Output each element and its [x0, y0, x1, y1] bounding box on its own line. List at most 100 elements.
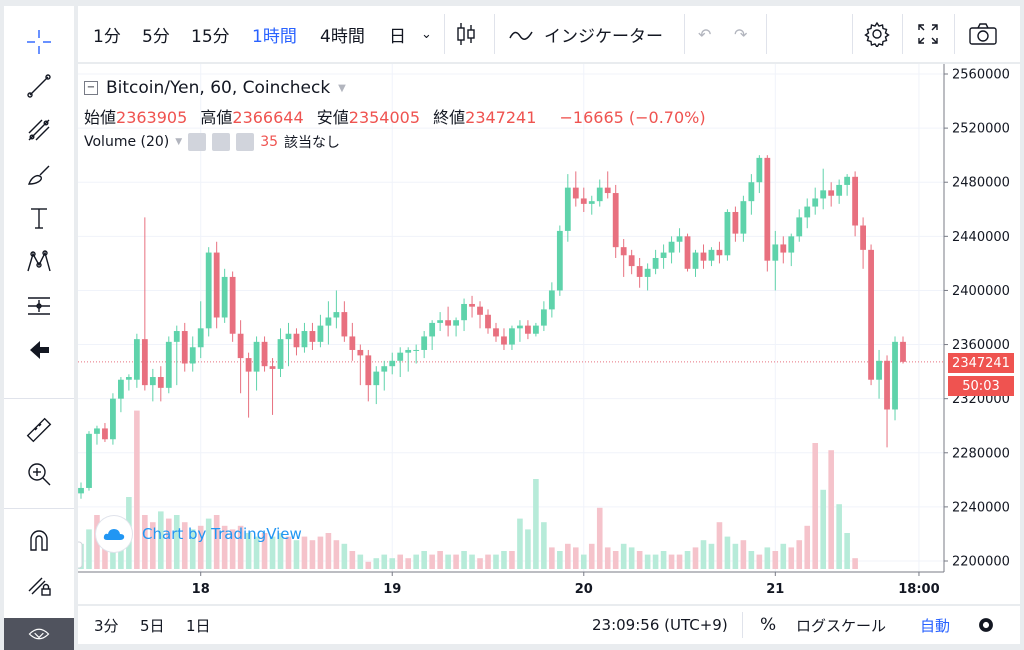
lock-drawing-icon[interactable] [4, 562, 74, 606]
interval-4h-button[interactable]: 4時間 [320, 26, 365, 47]
candle[interactable] [397, 347, 404, 378]
candle[interactable] [317, 314, 324, 348]
candle[interactable] [141, 217, 148, 391]
candle[interactable] [812, 187, 819, 215]
percent-scale-button[interactable]: % [760, 615, 777, 635]
pattern-tool-icon[interactable] [4, 240, 74, 284]
volume-visibility-icon[interactable] [188, 133, 207, 151]
candle[interactable] [157, 366, 164, 402]
candle[interactable] [764, 155, 771, 272]
candle[interactable] [421, 331, 428, 359]
scroll-handle[interactable] [78, 541, 83, 569]
candle[interactable] [588, 195, 595, 215]
collapse-legend-icon[interactable]: − [84, 81, 98, 95]
candle[interactable] [365, 349, 372, 402]
candle[interactable] [213, 241, 220, 329]
candle[interactable] [884, 355, 890, 448]
candle[interactable] [445, 306, 452, 337]
candle[interactable] [381, 360, 388, 391]
clock-display[interactable]: 23:09:56 (UTC+9) [592, 616, 728, 634]
settings-icon[interactable] [864, 6, 890, 62]
candle[interactable] [173, 325, 180, 386]
candle[interactable] [181, 322, 188, 372]
candle[interactable] [133, 333, 140, 388]
candle[interactable] [325, 301, 332, 345]
candle[interactable] [900, 336, 906, 364]
candle[interactable] [836, 179, 843, 204]
symbol-menu-icon[interactable]: ▼ [338, 82, 346, 94]
candle[interactable] [620, 239, 627, 277]
candle[interactable] [94, 425, 100, 445]
fib-tool-icon[interactable] [4, 108, 74, 152]
interval-1h-button[interactable]: 1時間 [252, 26, 297, 47]
candle[interactable] [876, 349, 882, 399]
candle[interactable] [556, 225, 563, 296]
candle[interactable] [668, 236, 675, 264]
candle[interactable] [149, 368, 156, 402]
candle[interactable] [564, 174, 571, 242]
candle[interactable] [245, 352, 252, 418]
symbol-title[interactable]: Bitcoin/Yen, 60, Coincheck [106, 78, 331, 98]
camera-icon[interactable] [968, 6, 998, 62]
candle[interactable] [229, 271, 236, 342]
candle[interactable] [437, 312, 444, 332]
candle[interactable] [309, 322, 316, 350]
chart-pane[interactable]: 2200000 2240000 2280000 2320000 2360000 24000… [78, 64, 1020, 604]
candle[interactable] [828, 182, 835, 207]
hide-drawings-button[interactable] [4, 618, 74, 650]
candle[interactable] [349, 322, 356, 361]
candle[interactable] [493, 322, 499, 342]
crosshair-icon[interactable] [4, 20, 74, 64]
candle[interactable] [125, 374, 132, 391]
candle[interactable] [780, 236, 787, 264]
candle[interactable] [501, 328, 507, 350]
candle[interactable] [628, 249, 635, 275]
candle[interactable] [636, 257, 643, 288]
trend-line-icon[interactable] [4, 64, 74, 108]
candle[interactable] [405, 347, 412, 372]
candle[interactable] [732, 206, 739, 242]
candle[interactable] [477, 301, 483, 329]
candles-icon[interactable] [455, 6, 477, 62]
price-chart[interactable]: 2200000224000022800002320000236000024000… [78, 64, 1020, 604]
candle[interactable] [572, 171, 579, 207]
magnet-icon[interactable] [4, 518, 74, 562]
undo-icon[interactable]: ↶ [698, 24, 712, 44]
candle[interactable] [548, 282, 555, 318]
candle[interactable] [189, 336, 196, 372]
fullscreen-icon[interactable] [916, 6, 940, 62]
candle[interactable] [756, 155, 763, 194]
text-tool-icon[interactable] [4, 196, 74, 240]
candle[interactable] [580, 187, 587, 212]
candle[interactable] [708, 247, 715, 267]
candle[interactable] [692, 249, 699, 277]
zoom-in-icon[interactable] [4, 452, 74, 496]
candle[interactable] [221, 268, 228, 323]
interval-1d-button[interactable]: 日 [389, 26, 406, 47]
candle[interactable] [102, 423, 108, 442]
auto-scale-button[interactable]: 自動 [920, 616, 951, 635]
candle[interactable] [652, 249, 659, 275]
interval-1m-button[interactable]: 1分 [93, 26, 121, 47]
candle[interactable] [700, 244, 707, 269]
candle[interactable] [469, 295, 475, 318]
prediction-tool-icon[interactable] [4, 284, 74, 328]
candle[interactable] [612, 184, 619, 258]
chevron-down-icon[interactable]: ⌄ [421, 26, 432, 42]
candle[interactable] [525, 320, 531, 340]
candle[interactable] [604, 171, 611, 199]
range-1d-button[interactable]: 1日 [186, 616, 211, 635]
candle[interactable] [532, 322, 539, 337]
candle[interactable] [684, 233, 691, 272]
candle[interactable] [540, 301, 547, 332]
ruler-icon[interactable] [4, 408, 74, 452]
candle[interactable] [110, 393, 116, 445]
interval-15m-button[interactable]: 15分 [191, 26, 230, 47]
candle[interactable] [389, 352, 396, 375]
volume-menu-icon[interactable]: ▼ [175, 137, 183, 147]
candle[interactable] [373, 366, 380, 405]
candle[interactable] [796, 209, 803, 242]
candle[interactable] [165, 336, 172, 394]
candle[interactable] [485, 309, 491, 334]
indicators-button[interactable]: インジケーター [508, 6, 663, 62]
